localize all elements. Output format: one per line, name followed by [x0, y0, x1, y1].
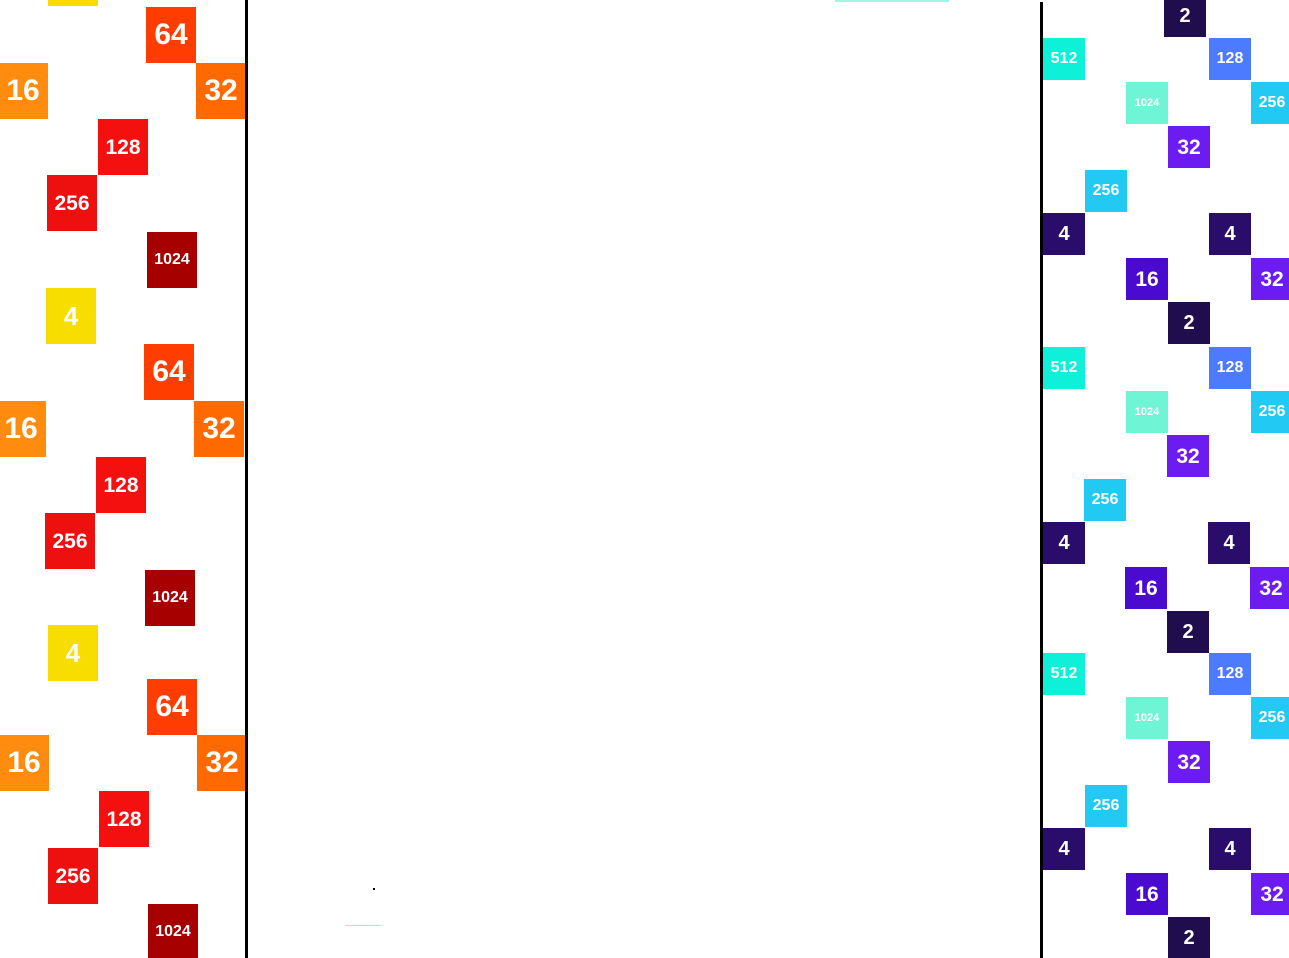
tile-left: 256: [48, 848, 98, 904]
tile-left: [48, 0, 98, 6]
left-divider: [245, 0, 248, 958]
tile-right: 2: [1168, 917, 1210, 958]
speck-mark: [373, 888, 375, 890]
tile-left: 32: [196, 63, 246, 119]
tile-left: 64: [147, 679, 197, 735]
tile-right: 256: [1085, 170, 1127, 212]
tile-left: 16: [0, 63, 48, 119]
tile-right: 128: [1209, 38, 1251, 80]
tile-right: 256: [1251, 697, 1289, 739]
tile-left: 32: [194, 401, 244, 457]
tile-right: 2: [1167, 611, 1209, 653]
right-divider: [1040, 2, 1043, 958]
tile-right: 32: [1251, 258, 1289, 300]
tile-right: 4: [1209, 213, 1251, 255]
tile-right: 2: [1164, 0, 1206, 37]
tile-right: 4: [1208, 522, 1250, 564]
tile-right: 4: [1043, 828, 1085, 870]
tile-right: 512: [1043, 347, 1085, 389]
tile-left: 4: [46, 288, 96, 344]
tile-right: 16: [1126, 258, 1168, 300]
tile-left: 32: [197, 735, 246, 791]
tile-right: 512: [1043, 38, 1085, 80]
tile-right: 512: [1043, 653, 1085, 695]
tile-right: 32: [1168, 741, 1210, 783]
tile-left: 256: [47, 175, 97, 231]
tile-left: 16: [0, 735, 49, 791]
tile-right: 32: [1251, 873, 1289, 915]
tile-right: 4: [1043, 213, 1085, 255]
tile-right: 32: [1167, 435, 1209, 477]
right-tile-column: 2 512 128 1024 256 32 256 4 4 16 32 2 51…: [1043, 0, 1289, 958]
tile-left: 16: [0, 401, 46, 457]
tile-right: 128: [1209, 653, 1251, 695]
tile-right: 128: [1209, 347, 1251, 389]
left-tile-column: 64 16 32 128 256 1024 4 64 16 32 128 256…: [0, 0, 246, 958]
game-area[interactable]: [248, 0, 1041, 958]
tile-right: 4: [1043, 522, 1085, 564]
top-edge-strip: [835, 0, 949, 2]
tile-right: 2: [1168, 302, 1210, 344]
tile-right: 16: [1125, 567, 1167, 609]
tile-right: 256: [1084, 479, 1126, 521]
tile-right: 256: [1251, 82, 1289, 124]
tile-left: 64: [144, 344, 194, 400]
tile-left: 128: [99, 791, 149, 847]
tile-right: 32: [1168, 126, 1210, 168]
tile-left: 128: [96, 457, 146, 513]
tile-right: 256: [1085, 785, 1127, 827]
tile-right: 1024: [1126, 82, 1168, 124]
tile-left: 1024: [148, 904, 198, 958]
tile-left: 128: [98, 119, 148, 175]
tile-left: 1024: [145, 570, 195, 626]
tile-left: 4: [48, 625, 98, 681]
tile-right: 16: [1126, 873, 1168, 915]
tile-left: 256: [45, 513, 95, 569]
tile-left: 1024: [147, 232, 197, 288]
tile-right: 256: [1251, 391, 1289, 433]
tile-right: 32: [1250, 567, 1289, 609]
tile-left: 64: [146, 7, 196, 63]
pink-line-mark: [345, 925, 381, 926]
tile-right: 1024: [1126, 697, 1168, 739]
tile-right: 1024: [1126, 391, 1168, 433]
tile-right: 4: [1209, 828, 1251, 870]
